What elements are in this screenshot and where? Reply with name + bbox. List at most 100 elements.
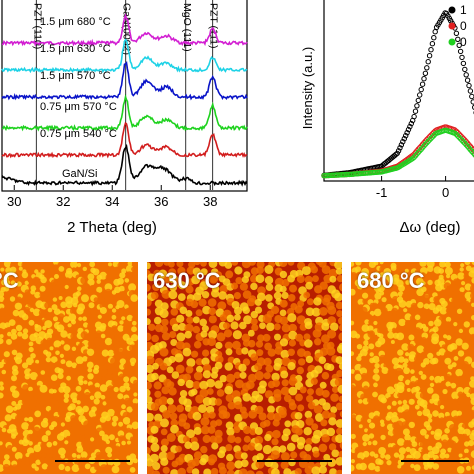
- afm-image-3: 680 °C: [351, 262, 474, 474]
- series-label: 0.75 μm 570 °C: [40, 101, 117, 113]
- x-tick-label: 0: [442, 185, 449, 200]
- data-point: [463, 72, 469, 78]
- legend-marker: [448, 38, 456, 46]
- series-label: 1.5 μm 680 °C: [40, 16, 111, 28]
- data-point: [425, 59, 431, 65]
- data-point: [412, 108, 419, 114]
- xrd-series-line: [1, 121, 248, 159]
- data-point: [395, 148, 402, 154]
- x-tick-label: 36: [154, 194, 168, 209]
- data-point: [417, 148, 423, 154]
- x-tick-label: -1: [376, 185, 388, 200]
- reference-label: MgO (111): [181, 3, 193, 52]
- data-point: [453, 30, 460, 36]
- data-point: [456, 42, 462, 48]
- data-point: [429, 134, 436, 140]
- data-point: [466, 82, 472, 89]
- data-point: [400, 139, 406, 145]
- xrd-series-line: [1, 38, 248, 74]
- legend-marker: [448, 22, 456, 30]
- data-point: [401, 136, 408, 142]
- data-point: [428, 47, 434, 53]
- series-label: 1.5 μm 570 °C: [40, 70, 111, 82]
- x-tick-label: 38: [203, 194, 217, 209]
- data-point: [424, 140, 430, 146]
- data-point: [419, 81, 426, 87]
- rocking-plot-frame: [323, 0, 474, 182]
- data-point: [426, 137, 433, 143]
- xrd-x-axis-label: 2 Theta (deg): [67, 219, 157, 236]
- data-point: [460, 60, 467, 67]
- xrd-series-line: [1, 93, 248, 132]
- data-point: [455, 133, 461, 139]
- data-point: [460, 139, 467, 145]
- data-point: [456, 134, 462, 141]
- xrd-chart: PZT (110) GaN(0002) MgO (111) PZT (111) 30 3…: [1, 0, 248, 236]
- afm-scale-bar-2: [257, 460, 332, 462]
- xrd-plot-frame: [1, 0, 248, 192]
- data-point: [432, 29, 438, 35]
- data-point: [404, 130, 410, 136]
- data-point: [414, 103, 420, 109]
- data-point: [472, 104, 474, 110]
- data-point: [421, 76, 427, 82]
- data-point: [459, 137, 465, 144]
- data-point: [415, 97, 422, 104]
- data-point: [393, 151, 399, 158]
- xrd-series-line: [1, 13, 248, 48]
- rocking-series: [321, 10, 474, 179]
- reference-label: PZT (110): [31, 3, 43, 49]
- series-label: 0.75 μm 540 °C: [40, 128, 117, 140]
- xrd-series-line: [1, 143, 248, 187]
- series-label: GaN/Si: [62, 168, 97, 180]
- x-tick-label: 34: [105, 194, 119, 209]
- afm-image-1: °C: [0, 262, 138, 474]
- x-tick-label: 30: [7, 194, 21, 209]
- data-point: [429, 41, 436, 47]
- data-point: [405, 126, 412, 133]
- data-point: [469, 148, 474, 154]
- data-point: [398, 142, 405, 148]
- rocking-y-axis-label: Intensity (a.u.): [300, 47, 315, 129]
- data-point: [467, 88, 474, 94]
- data-point: [424, 65, 430, 71]
- afm-label-1: °C: [0, 268, 19, 293]
- data-point: [455, 36, 461, 42]
- data-point: [418, 86, 424, 93]
- afm-label-2: 630 °C: [153, 268, 221, 293]
- data-point: [394, 150, 400, 157]
- data-point: [464, 77, 471, 83]
- data-point: [410, 155, 416, 162]
- data-point: [457, 136, 464, 142]
- afm-image-2: 630 °C: [147, 262, 342, 474]
- afm-label-3: 680 °C: [357, 268, 425, 293]
- legend-label: 0: [460, 35, 467, 49]
- data-point: [470, 150, 474, 156]
- data-point: [425, 138, 431, 145]
- data-point: [462, 66, 468, 73]
- data-point: [470, 99, 474, 105]
- legend-label: 1: [460, 3, 467, 17]
- rocking-x-axis-label: Δω (deg): [400, 219, 461, 236]
- data-point: [428, 135, 434, 142]
- data-point: [469, 93, 474, 100]
- x-tick-label: 32: [56, 194, 70, 209]
- legend-label: 0: [460, 19, 467, 33]
- data-point: [411, 113, 417, 120]
- xrd-series-line: [1, 61, 248, 101]
- rocking-curve-chart: Intensity (a.u.) -1 0 1 0 0 Δω (deg): [300, 0, 474, 236]
- data-point: [417, 92, 423, 98]
- data-point: [397, 145, 403, 151]
- data-point: [431, 35, 437, 41]
- data-point: [459, 54, 465, 61]
- data-point: [403, 133, 409, 139]
- data-point: [426, 53, 433, 59]
- series-label: 1.5 μm 630 °C: [40, 43, 111, 55]
- data-point: [453, 131, 460, 138]
- data-point: [407, 123, 413, 130]
- legend-marker: [448, 6, 456, 14]
- data-point: [422, 70, 429, 77]
- afm-scale-bar-1: [55, 460, 130, 462]
- afm-scale-bar-3: [401, 460, 469, 462]
